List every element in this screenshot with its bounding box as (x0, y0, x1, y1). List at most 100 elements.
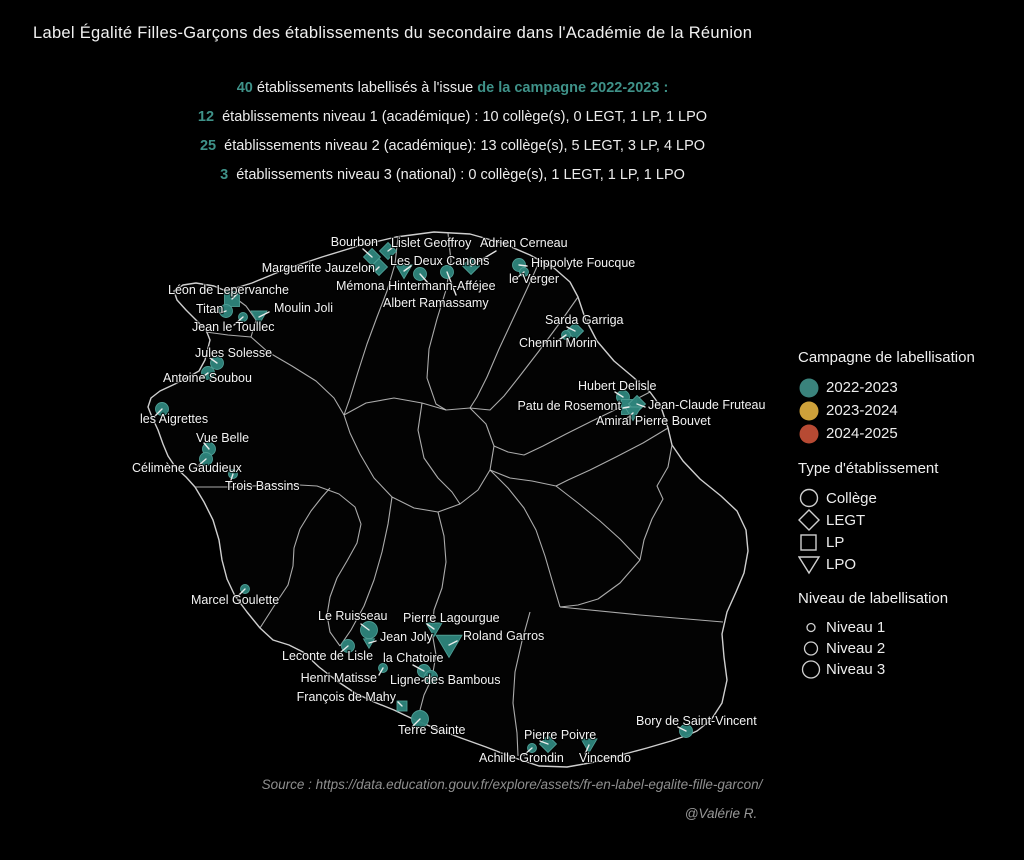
stats-niveau1-line: 12 établissements niveau 1 (académique) … (0, 103, 905, 132)
school-label: Albert Ramassamy (383, 296, 489, 310)
stats-accent-text: 12 (197, 109, 215, 125)
legend-item-label: Collège (826, 489, 877, 507)
label-leader-line (236, 588, 246, 598)
legend-campagne-items: 2022-2023 2023-2024 2024-2025 (798, 376, 1020, 445)
legend-campagne-item[interactable]: 2023-2024 (798, 399, 1020, 422)
label-leader-line (154, 408, 163, 417)
legend-campagne-title: Campagne de labellisation (798, 349, 975, 366)
legend-niveau-item[interactable]: Niveau 2 (798, 638, 1020, 659)
school-label: Bory de Saint-Vincent (636, 714, 757, 728)
legend-niveau-item[interactable]: Niveau 3 (798, 659, 1020, 680)
label-leader-line (387, 247, 393, 252)
label-leader-line (403, 265, 412, 272)
legend-niveau-title: Niveau de labellisation (798, 590, 949, 607)
stats-niveau3-line: 3 établissements niveau 3 (national) : 0… (0, 161, 905, 190)
legend-niveau-item[interactable]: Niveau 1 (798, 617, 1020, 638)
school-label: Antoine Soubou (163, 371, 252, 385)
commune-boundary (512, 611, 531, 757)
legend-campagne-item[interactable]: 2022-2023 (798, 376, 1020, 399)
label-leader-line (340, 645, 349, 653)
label-leader-line (470, 250, 497, 267)
school-label: Lislet Geoffroy (391, 236, 472, 250)
label-leader-line (584, 744, 590, 755)
school-label: Amiral Pierre Bouvet (596, 414, 711, 428)
campaign-color-dot-icon (798, 423, 826, 445)
stats-accent-text: 25 (199, 138, 217, 154)
legend-type-item[interactable]: LP (798, 531, 1020, 553)
legend-item-label: 2024-2025 (826, 425, 898, 442)
stats-total-line: 40 établissements labellisés à l'issue d… (0, 74, 905, 103)
label-leader-line (446, 271, 457, 296)
school-label: Jean Joly (380, 630, 434, 644)
diamond-icon (798, 509, 826, 531)
legend-niveau-items: Niveau 1 Niveau 2 Niveau 3 (798, 617, 1020, 680)
triangle-icon (798, 553, 826, 575)
legend-type-item[interactable]: Collège (798, 487, 1020, 509)
school-label: Pierre Lagourgue (403, 611, 500, 625)
school-label: Terre Sainte (398, 723, 465, 737)
school-label: Célimène Gaudieux (132, 461, 243, 475)
school-label: Le Ruisseau (318, 609, 388, 623)
school-label: Marguerite Jauzelon (262, 261, 375, 275)
label-leader-line (523, 747, 533, 756)
legend-item-label: Niveau 3 (826, 661, 886, 678)
school-label: Moulin Joli (274, 301, 333, 315)
label-leader-line (539, 740, 549, 745)
school-label: Les Deux Canons (390, 254, 489, 268)
school-label: Trois Bassins (225, 479, 300, 493)
commune-boundary (469, 259, 541, 409)
school-label: Jean-Claude Fruteau (648, 398, 765, 412)
legend-type-item[interactable]: LPO (798, 553, 1020, 575)
label-leader-line (448, 640, 458, 646)
school-label: Hippolyte Foucque (531, 256, 635, 270)
label-leader-line (614, 391, 624, 398)
commune-boundary (339, 496, 393, 647)
legend-item-label: Niveau 2 (826, 640, 886, 657)
legend-type-item[interactable]: LEGT (798, 509, 1020, 531)
niveau-size-circle-icon (798, 617, 826, 639)
legend-item-label: 2022-2023 (826, 379, 898, 396)
commune-boundary (559, 606, 724, 623)
legend-campagne-item[interactable]: 2024-2025 (798, 422, 1020, 445)
stats-accent-text: 3 (220, 167, 229, 183)
school-label: Mémona Hintermann-Afféjee (336, 279, 496, 293)
school-label: Henri Matisse (301, 671, 377, 685)
commune-boundary (489, 469, 561, 608)
stats-text: établissements niveau 1 (académique) : 1… (214, 109, 708, 125)
stats-niveau2-line: 25 établissements niveau 2 (académique):… (0, 132, 905, 161)
school-label: Patu de Rosemont (517, 399, 621, 413)
school-label: les Aigrettes (140, 412, 208, 426)
commune-boundary (493, 391, 651, 456)
school-label: Vue Belle (196, 431, 249, 445)
commune-boundary (205, 331, 252, 338)
commune-boundary (343, 236, 399, 416)
commune-boundary (639, 444, 673, 561)
label-leader-line (203, 442, 210, 450)
label-leader-line (566, 326, 576, 332)
label-leader-line (360, 623, 370, 631)
commune-boundary (259, 487, 331, 629)
school-label: Chemin Morin (519, 336, 597, 350)
commune-boundary (419, 511, 447, 711)
label-leader-line (622, 406, 630, 409)
school-label: Leconte de Lisle (282, 649, 373, 663)
triangle-marker[interactable] (435, 634, 463, 659)
label-leader-line (411, 718, 421, 728)
school-label: Achille Grondin (479, 751, 564, 765)
stats-accent-text: de la campagne 2022-2023 : (477, 80, 669, 96)
commune-boundary (489, 427, 669, 487)
school-label: Jean le Toullec (192, 320, 274, 334)
label-leader-line (209, 357, 218, 364)
legend-type-items: Collège LEGT LP LPO (798, 487, 1020, 575)
school-label: le Verger (509, 272, 559, 286)
legend-item-label: LEGT (826, 511, 866, 529)
commune-boundary (417, 402, 461, 505)
school-label: Ligne des Bambous (390, 673, 501, 687)
label-leader-line (368, 640, 377, 644)
campaign-color-dot-icon (798, 377, 826, 399)
school-label: Pierre Poivre (524, 728, 596, 742)
school-label: Marcel Goulette (191, 593, 279, 607)
legend-type-title: Type d'établissement (798, 460, 939, 477)
